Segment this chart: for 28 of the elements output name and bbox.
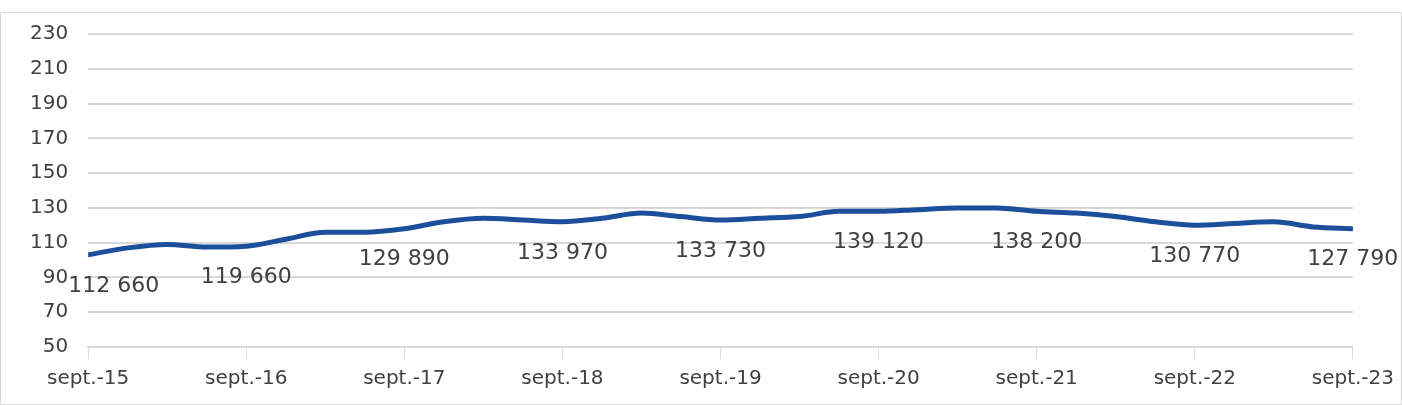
x-tick-label: sept.-18 <box>521 365 604 390</box>
x-tick-label: sept.-22 <box>1153 365 1236 390</box>
x-tick-label: sept.-21 <box>995 365 1078 390</box>
y-tick-label: 150 <box>29 159 69 184</box>
annotation: 133 970 <box>516 238 608 264</box>
annotation: 130 770 <box>1149 242 1241 267</box>
x-tick-label: sept.-17 <box>363 365 446 390</box>
y-tick-label: 90 <box>42 263 69 288</box>
y-tick-label: 70 <box>42 298 69 323</box>
y-tick-label: 170 <box>29 124 69 149</box>
annotation: 133 730 <box>675 236 767 262</box>
y-tick-label: 230 <box>29 20 69 45</box>
annotation: 119 660 <box>200 262 292 288</box>
annotation: 112 660 <box>68 271 160 297</box>
x-tick-label: sept.-23 <box>1311 365 1395 390</box>
x-tick-label: sept.-20 <box>837 365 920 390</box>
x-tick-label: sept.-19 <box>679 365 762 390</box>
annotation: 139 120 <box>833 228 925 254</box>
y-tick-label: 190 <box>29 89 69 114</box>
y-tick-label: 110 <box>29 228 69 253</box>
y-tick-label: 50 <box>42 333 69 358</box>
y-tick-label: 210 <box>29 54 69 79</box>
annotation: 138 200 <box>991 228 1083 254</box>
x-tick-label: sept.-16 <box>205 365 288 390</box>
annotation: 127 790 <box>1307 245 1399 271</box>
annotation: 129 890 <box>358 245 450 271</box>
x-tick-label: sept.-15 <box>47 365 130 390</box>
y-tick-label: 130 <box>29 194 69 219</box>
